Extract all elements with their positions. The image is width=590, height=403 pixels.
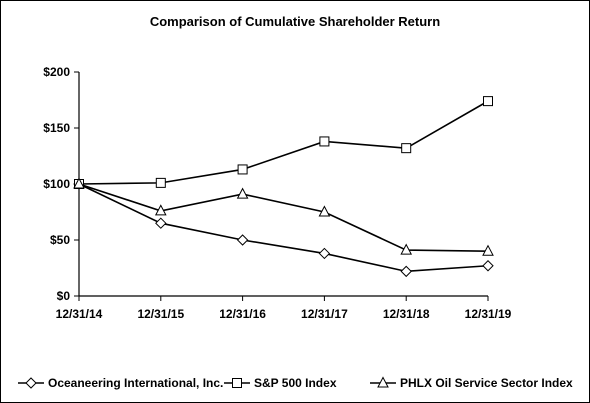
x-tick-label: 12/31/15 xyxy=(137,307,184,321)
x-tick-label: 12/31/16 xyxy=(219,307,266,321)
data-point-triangle xyxy=(318,205,331,217)
series-line xyxy=(78,183,489,273)
data-point-square xyxy=(483,96,493,107)
data-point-square xyxy=(155,177,166,188)
data-point-square xyxy=(232,378,242,388)
data-point-diamond xyxy=(25,377,37,389)
data-point-triangle xyxy=(377,376,389,388)
y-tick-label: $0 xyxy=(57,289,71,303)
data-point-triangle xyxy=(154,204,167,216)
chart-title: Comparison of Cumulative Shareholder Ret… xyxy=(150,14,440,29)
legend-label: Oceaneering International, Inc. xyxy=(48,376,223,390)
legend-label: PHLX Oil Service Sector Index xyxy=(400,376,573,390)
data-point-diamond xyxy=(482,260,494,272)
legend-label: S&P 500 Index xyxy=(254,376,337,390)
y-tick-label: $50 xyxy=(50,233,70,247)
data-point-square xyxy=(319,136,330,147)
x-tick-label: 12/31/14 xyxy=(56,307,103,321)
x-axis-ticks: 12/31/14 12/31/15 12/31/16 12/31/17 12/31/18… xyxy=(56,296,512,321)
legend: Oceaneering International, Inc. S&P 500 I… xyxy=(18,376,573,390)
data-point-square xyxy=(237,164,248,175)
data-point-triangle xyxy=(236,187,249,199)
series-group xyxy=(73,96,494,278)
y-tick-label: $150 xyxy=(43,121,70,135)
data-point-diamond xyxy=(318,247,331,260)
data-point-triangle xyxy=(400,243,413,255)
x-tick-label: 12/31/19 xyxy=(465,307,512,321)
data-point-triangle xyxy=(73,177,85,189)
data-point-square xyxy=(401,143,412,154)
y-tick-label: $100 xyxy=(43,177,70,191)
x-tick-label: 12/31/18 xyxy=(383,307,430,321)
series-line xyxy=(78,183,489,252)
data-point-diamond xyxy=(236,234,249,246)
data-point-triangle xyxy=(482,244,494,256)
y-tick-label: $200 xyxy=(43,65,70,79)
x-tick-label: 12/31/17 xyxy=(301,307,348,321)
data-point-diamond xyxy=(155,217,167,229)
series-line xyxy=(78,100,489,185)
data-point-diamond xyxy=(400,265,412,278)
